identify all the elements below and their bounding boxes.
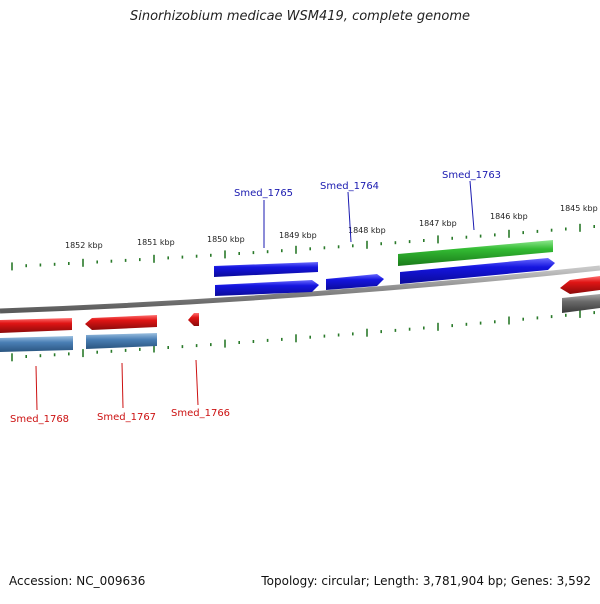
gene-smed-1768-feature[interactable] bbox=[0, 336, 73, 352]
scale-label-1849: 1849 kbp bbox=[279, 231, 317, 240]
scale-label-1848: 1848 kbp bbox=[348, 226, 386, 235]
scale-label-1845: 1845 kbp bbox=[560, 204, 598, 213]
gene-smed-1765-feature[interactable] bbox=[214, 262, 318, 277]
gene-smed-1763-feature[interactable] bbox=[398, 240, 553, 266]
accession-text: Accession: NC_009636 bbox=[9, 574, 146, 588]
gene-label-smed-1767[interactable]: Smed_1767 bbox=[97, 412, 156, 423]
cds-smed-1763[interactable] bbox=[400, 258, 555, 284]
scale-label-1847: 1847 kbp bbox=[419, 219, 457, 228]
callout-smed-1766 bbox=[195, 359, 199, 406]
reverse-edge-track bbox=[560, 276, 600, 313]
forward-cds-track bbox=[215, 258, 555, 296]
cds-smed-1767[interactable] bbox=[85, 315, 157, 330]
cds-smed-1768[interactable] bbox=[0, 318, 72, 333]
outer-scale-ticks bbox=[11, 223, 596, 271]
scale-label-1852: 1852 kbp bbox=[65, 241, 103, 250]
inner-scale-ticks bbox=[11, 309, 596, 362]
scale-label-1846: 1846 kbp bbox=[490, 212, 528, 221]
callout-smed-1767 bbox=[121, 362, 124, 409]
gene-edge-gray[interactable] bbox=[562, 294, 600, 313]
reverse-gene-track bbox=[0, 333, 157, 352]
callout-smed-1764 bbox=[347, 191, 352, 243]
map-title: Sinorhizobium medicae WSM419, complete g… bbox=[129, 9, 471, 24]
scale-label-1851: 1851 kbp bbox=[137, 238, 175, 247]
reverse-cds-track bbox=[0, 313, 199, 333]
genome-backbone bbox=[0, 265, 600, 314]
gene-label-smed-1764[interactable]: Smed_1764 bbox=[320, 181, 379, 192]
cds-smed-1764[interactable] bbox=[326, 274, 384, 290]
cds-smed-1766[interactable] bbox=[188, 313, 199, 326]
topology-text: Topology: circular; Length: 3,781,904 bp… bbox=[261, 574, 591, 588]
callout-smed-1768 bbox=[35, 365, 38, 411]
cds-smed-1765[interactable] bbox=[215, 280, 319, 296]
gene-label-smed-1763[interactable]: Smed_1763 bbox=[442, 170, 501, 181]
gene-smed-1767-feature[interactable] bbox=[86, 333, 157, 349]
callout-smed-1763 bbox=[469, 180, 475, 231]
gene-labels: Smed_1765 Smed_1764 Smed_1763 Smed_1768 … bbox=[10, 170, 501, 425]
forward-gene-track bbox=[214, 240, 553, 277]
cds-edge-red[interactable] bbox=[560, 276, 600, 294]
scale-label-1850: 1850 kbp bbox=[207, 235, 245, 244]
gene-label-smed-1766[interactable]: Smed_1766 bbox=[171, 408, 230, 419]
scale-labels: 1852 kbp 1851 kbp 1850 kbp 1849 kbp 1848… bbox=[65, 204, 598, 250]
gene-label-smed-1768[interactable]: Smed_1768 bbox=[10, 414, 69, 425]
gene-label-smed-1765[interactable]: Smed_1765 bbox=[234, 188, 293, 199]
